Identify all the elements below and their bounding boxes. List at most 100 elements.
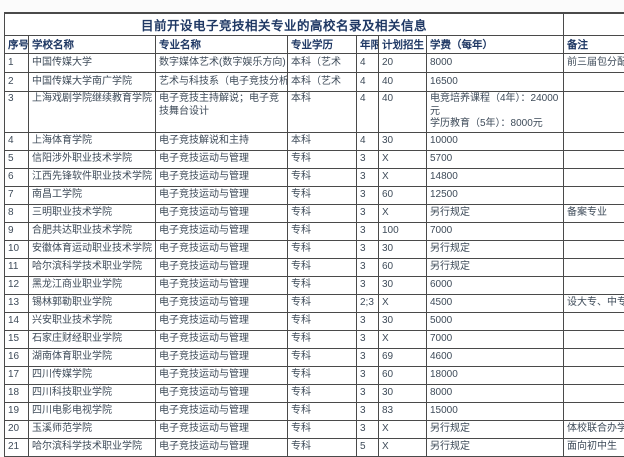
cell: 专科 [288, 204, 357, 222]
cell: 电子竞技运动与管理 [156, 348, 288, 366]
cell: 玉溪师范学院 [29, 420, 156, 438]
cell: 电子竞技运动与管理 [156, 186, 288, 204]
cell: 14800 [427, 168, 564, 186]
cell: 本科（艺术 [288, 73, 357, 92]
cell: 电子竞技解说和主持 [156, 132, 288, 150]
cell: 8000 [427, 384, 564, 402]
cell: 15 [5, 330, 29, 348]
cell: 21 [5, 438, 29, 456]
cell: 石家庄财经职业学院 [29, 330, 156, 348]
cell: 中国传媒大学 [29, 54, 156, 73]
cell: 另行规定 [427, 420, 564, 438]
cell: 3 [5, 92, 29, 133]
cell: 专科 [288, 438, 357, 456]
cell: 3 [357, 186, 379, 204]
cell: 电子竞技运动与管理 [156, 222, 288, 240]
cell: 4 [357, 132, 379, 150]
cell: 电子竞技运动与管理 [156, 330, 288, 348]
cell: 60 [379, 258, 427, 276]
cell: 40 [379, 73, 427, 92]
cell: 60 [379, 186, 427, 204]
cell: 30 [379, 312, 427, 330]
cell: 哈尔滨科学技术职业学院 [29, 438, 156, 456]
cell: 专科 [288, 384, 357, 402]
cell: 15000 [427, 402, 564, 420]
cell: X [379, 150, 427, 168]
cell: 电子竞技运动与管理 [156, 366, 288, 384]
table-container: 目前开设电子竞技相关专业的高校名录及相关信息 序号学校名称专业名称专业学历年限计… [4, 12, 624, 457]
cell [564, 312, 624, 330]
cell: 6000 [427, 276, 564, 294]
cell: 江西先锋软件职业技术学院 [29, 168, 156, 186]
cell: 专科 [288, 186, 357, 204]
cell: 10 [5, 240, 29, 258]
cell: 四川科技职业学院 [29, 384, 156, 402]
cell: 18 [5, 384, 29, 402]
cell: 2;3 [357, 294, 379, 312]
cell: 2 [5, 73, 29, 92]
cell: 7000 [427, 330, 564, 348]
title-empty-cell [564, 13, 624, 36]
cell: 信阳涉外职业技术学院 [29, 150, 156, 168]
cell: 20 [5, 420, 29, 438]
cell: 前三届包分配 [564, 54, 624, 73]
cell: 数字媒体艺术(数字娱乐方向) [156, 54, 288, 73]
cell: 合肥共达职业技术学院 [29, 222, 156, 240]
cell: 16500 [427, 73, 564, 92]
cell: 3 [357, 384, 379, 402]
cell: 本科 [288, 92, 357, 133]
column-header-5: 年限 [357, 36, 379, 54]
cell: 3 [357, 258, 379, 276]
cell: 电子竞技运动与管理 [156, 312, 288, 330]
cell: 体校联合办学 [564, 420, 624, 438]
cell: 锡林郭勒职业学院 [29, 294, 156, 312]
cell: 3 [357, 420, 379, 438]
cell: 专科 [288, 366, 357, 384]
cell: 6 [5, 168, 29, 186]
cell: 另行规定 [427, 438, 564, 456]
cell: 另行规定 [427, 204, 564, 222]
table-header-row: 序号学校名称专业名称专业学历年限计划招生学费（每年）备注 [5, 36, 624, 54]
cell: 本科 [288, 132, 357, 150]
cell: 8000 [427, 54, 564, 73]
cell: X [379, 204, 427, 222]
cell: 3 [357, 276, 379, 294]
cell: 电子竞技运动与管理 [156, 402, 288, 420]
cell: 3 [357, 366, 379, 384]
cell: 黑龙江商业职业学院 [29, 276, 156, 294]
cell: 3 [357, 240, 379, 258]
cell: 专科 [288, 276, 357, 294]
cell: 面向初中生 [564, 438, 624, 456]
cell [564, 330, 624, 348]
cell: 电子竞技运动与管理 [156, 240, 288, 258]
cell: 南昌工学院 [29, 186, 156, 204]
cell: 四川传媒学院 [29, 366, 156, 384]
cell: 电子竞技运动与管理 [156, 294, 288, 312]
cell: 专科 [288, 258, 357, 276]
cell: 19 [5, 402, 29, 420]
cell: 专科 [288, 330, 357, 348]
cell: 3 [357, 204, 379, 222]
cell [564, 132, 624, 150]
cell: 中国传媒大学南广学院 [29, 73, 156, 92]
cell: 3 [357, 402, 379, 420]
cell: 专科 [288, 222, 357, 240]
cell: 7000 [427, 222, 564, 240]
cell [564, 348, 624, 366]
cell [564, 186, 624, 204]
esports-universities-table: 目前开设电子竞技相关专业的高校名录及相关信息 序号学校名称专业名称专业学历年限计… [4, 12, 624, 457]
cell: 电子竞技运动与管理 [156, 150, 288, 168]
column-header-8: 备注 [564, 36, 624, 54]
cell: 专科 [288, 168, 357, 186]
